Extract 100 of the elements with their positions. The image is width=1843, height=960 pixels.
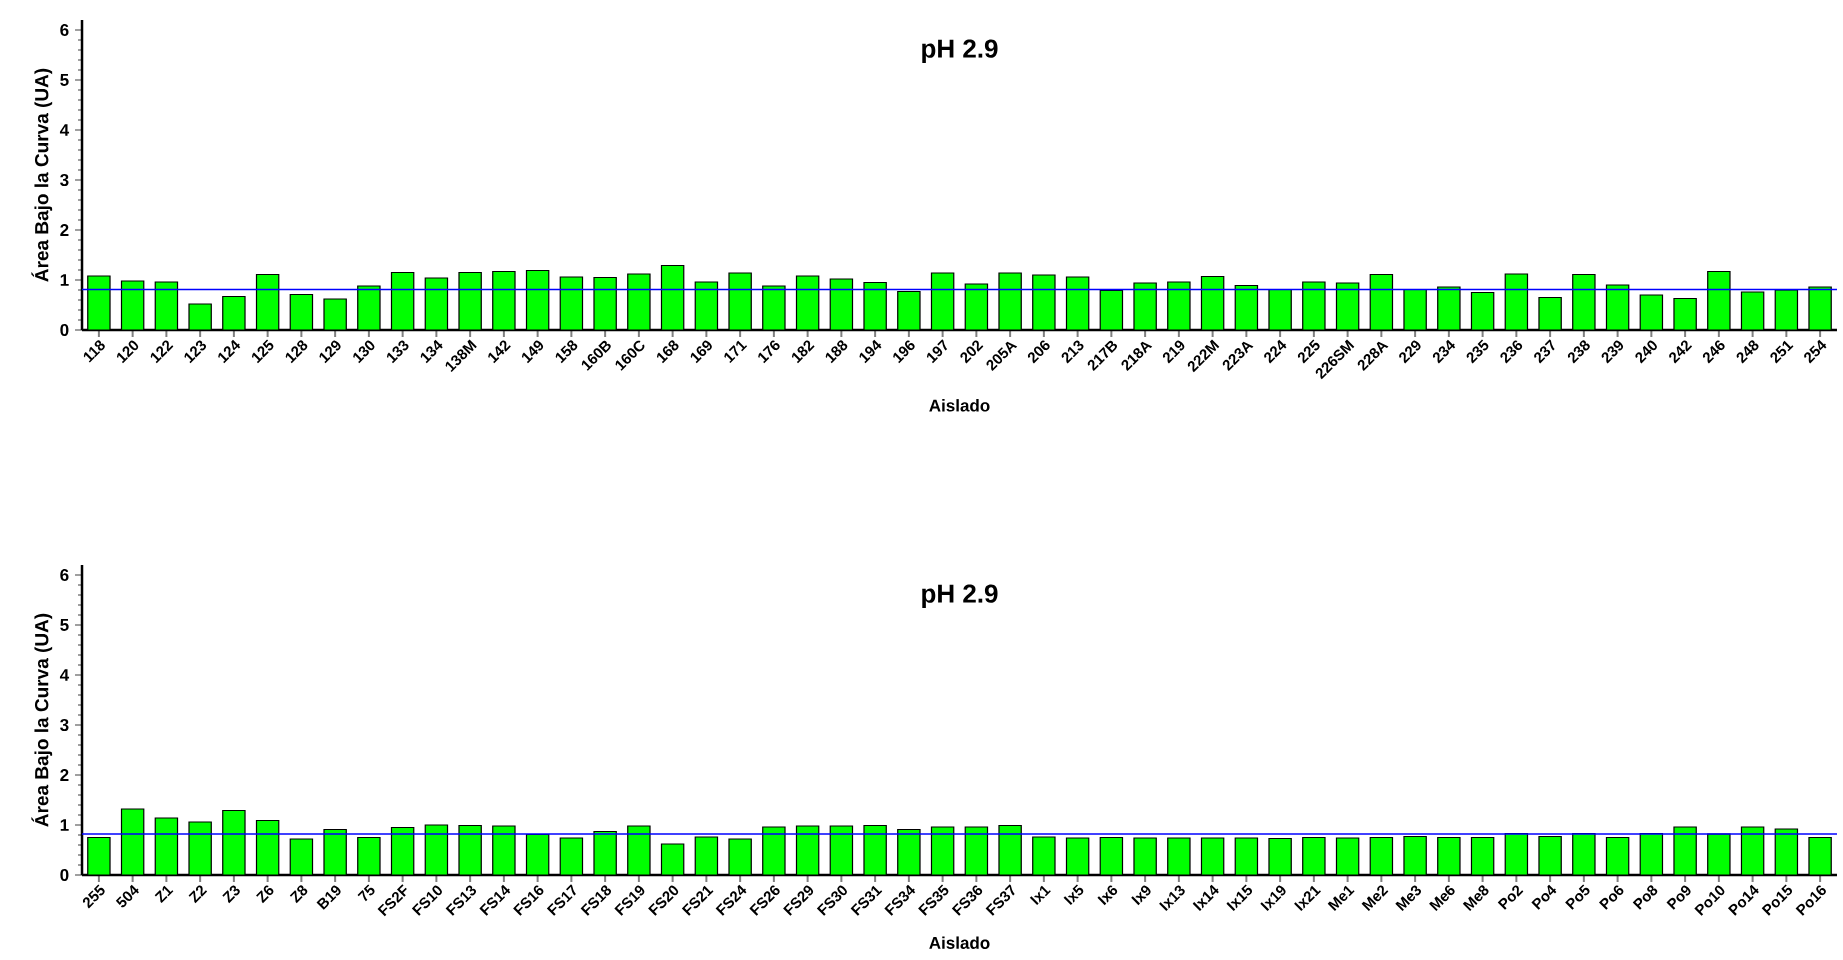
x-tick-label: Ix6 — [1097, 885, 1118, 906]
text: pH 2.9 — [922, 39, 998, 63]
x-tick-label: 75 — [357, 884, 375, 902]
y-axis-title: Área Bajo la Curva (UA) — [31, 68, 53, 282]
x-tick-label: Z2 — [188, 885, 208, 904]
bar — [1808, 836, 1832, 875]
bar — [1437, 836, 1461, 875]
bar — [87, 836, 111, 875]
x-tick-label: 238 — [1567, 340, 1590, 364]
x-tick-label: Z6 — [256, 885, 274, 904]
x-tick-label: 169 — [690, 340, 712, 364]
bar — [1403, 835, 1427, 875]
x-tick-label: Ix9 — [1131, 885, 1151, 906]
x-tick-label: 504 — [115, 884, 139, 908]
y-tick-label: 1 — [60, 274, 69, 286]
x-tick-label: 235 — [1466, 339, 1489, 364]
bar — [525, 269, 550, 330]
x-tick-label: Ix21 — [1294, 885, 1321, 912]
x-tick-label: 133 — [386, 340, 409, 364]
x-tick-label: 171 — [724, 340, 748, 364]
x-tick-label: Po6 — [1598, 885, 1624, 910]
y-tick-label: 5 — [60, 619, 69, 631]
bar — [357, 836, 381, 875]
x-tick-label: 239 — [1601, 340, 1624, 364]
x-tick-label: 194 — [859, 339, 882, 364]
x-tick-label: 197 — [926, 339, 948, 364]
x-tick-label: 124 — [218, 339, 241, 364]
x-tick-label: 206 — [1027, 340, 1050, 364]
x-tick-label: 125 — [251, 339, 274, 364]
y-tick-label: 6 — [60, 23, 69, 37]
x-tick-label: 255 — [82, 884, 105, 909]
bar — [458, 271, 482, 330]
x-tick-label: Po4 — [1531, 884, 1557, 910]
x-tick-label: 123 — [184, 340, 207, 364]
x-tick-label: 237 — [1534, 339, 1555, 364]
x-tick-label: 158 — [555, 340, 578, 364]
x-tick-label: 242 — [1669, 340, 1693, 364]
x-tick-label: Po2 — [1497, 885, 1524, 910]
bar — [1538, 296, 1562, 330]
bar — [255, 273, 280, 330]
bar — [1470, 291, 1495, 330]
x-tick-label: 248 — [1736, 340, 1759, 364]
y-tick-label: 5 — [60, 74, 69, 86]
bar — [660, 264, 685, 330]
x-tick-label: 224 — [1264, 339, 1287, 364]
bar — [1099, 289, 1124, 330]
bar — [525, 833, 550, 875]
x-tick-label: 213 — [1061, 340, 1084, 364]
bar — [1605, 836, 1630, 875]
x-tick-label: 128 — [285, 340, 308, 364]
y-tick-label: 2 — [60, 769, 69, 781]
bar — [1268, 288, 1292, 330]
bar — [1268, 837, 1292, 875]
x-tick-label: Ix1 — [1029, 885, 1051, 906]
x-tick-label: 122 — [150, 340, 174, 364]
y-tick-label: 2 — [60, 224, 69, 236]
bar — [1707, 833, 1731, 875]
bar — [1470, 836, 1495, 875]
x-tick-label: 120 — [116, 340, 139, 364]
x-tick-label: 251 — [1770, 340, 1794, 364]
x-tick-label: Po8 — [1632, 885, 1658, 910]
x-tick-label: 134 — [420, 339, 443, 364]
x-tick-label: 118 — [83, 340, 105, 363]
x-tick-label: 188 — [825, 340, 848, 364]
x-tick-label: 229 — [1399, 340, 1421, 364]
y-tick-label: 3 — [60, 718, 69, 732]
x-tick-label: 219 — [1162, 340, 1185, 364]
bar — [1302, 836, 1326, 875]
x-tick-label: 168 — [656, 340, 679, 364]
x-tick-label: 236 — [1500, 340, 1523, 364]
y-tick-label: 4 — [59, 124, 70, 136]
x-tick-label: 142 — [488, 340, 511, 364]
bar — [1369, 273, 1394, 330]
x-tick-label: 176 — [758, 340, 780, 364]
x-tick-label: 202 — [960, 340, 984, 364]
x-tick-label: Z3 — [222, 885, 240, 904]
x-tick-label: Ix5 — [1063, 884, 1084, 906]
bar — [897, 290, 921, 330]
y-tick-label: 3 — [60, 173, 69, 187]
x-tick-label: Me1 — [1327, 885, 1355, 911]
y-tick-label: 6 — [60, 568, 69, 582]
x-tick-label: Z1 — [154, 885, 174, 904]
bar — [1538, 835, 1562, 875]
x-tick-label: Z8 — [289, 885, 308, 904]
bar — [593, 276, 617, 330]
bar — [1099, 836, 1124, 875]
bar — [492, 270, 516, 330]
text: pH 2.9 — [922, 584, 998, 608]
bar — [1707, 270, 1731, 330]
bar — [1200, 275, 1225, 330]
x-tick-label: 196 — [893, 340, 915, 364]
bar — [1403, 288, 1427, 330]
bar — [390, 271, 415, 330]
x-tick-label: 246 — [1702, 340, 1725, 364]
x-axis-title: Aislado — [929, 399, 990, 412]
x-tick-label: 240 — [1635, 340, 1657, 364]
x-tick-label: 129 — [319, 340, 341, 364]
x-tick-label: Po9 — [1666, 885, 1691, 910]
bar — [1572, 273, 1596, 330]
bar — [1369, 836, 1394, 875]
